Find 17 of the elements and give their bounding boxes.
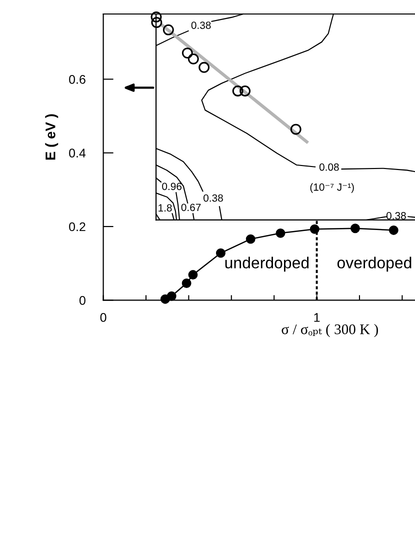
- series-label: 0.38: [386, 212, 406, 220]
- series-label: 0.08: [319, 163, 339, 171]
- x-tick-label: 1: [314, 313, 320, 322]
- y-tick-label: 0.2: [69, 222, 86, 232]
- y-tick-label: 0.6: [69, 74, 86, 84]
- annotation: overdoped: [337, 256, 412, 272]
- annotation: (10⁻⁷ J⁻¹): [310, 183, 354, 193]
- series-label: 0.96: [162, 182, 182, 190]
- y-axis-title: E ( eV ): [45, 114, 58, 160]
- x-axis-title: σ / σₒₚₜ ( 300 K ): [282, 324, 378, 338]
- annotation: underdoped: [225, 256, 309, 272]
- series-label: 0.38: [191, 22, 211, 29]
- series-label: 1.8: [158, 204, 172, 212]
- y-tick-label: 0: [79, 296, 86, 305]
- series-label: 0.67: [181, 204, 201, 212]
- series-label: 0.38: [204, 194, 223, 202]
- y-tick-label: 0.4: [69, 148, 86, 158]
